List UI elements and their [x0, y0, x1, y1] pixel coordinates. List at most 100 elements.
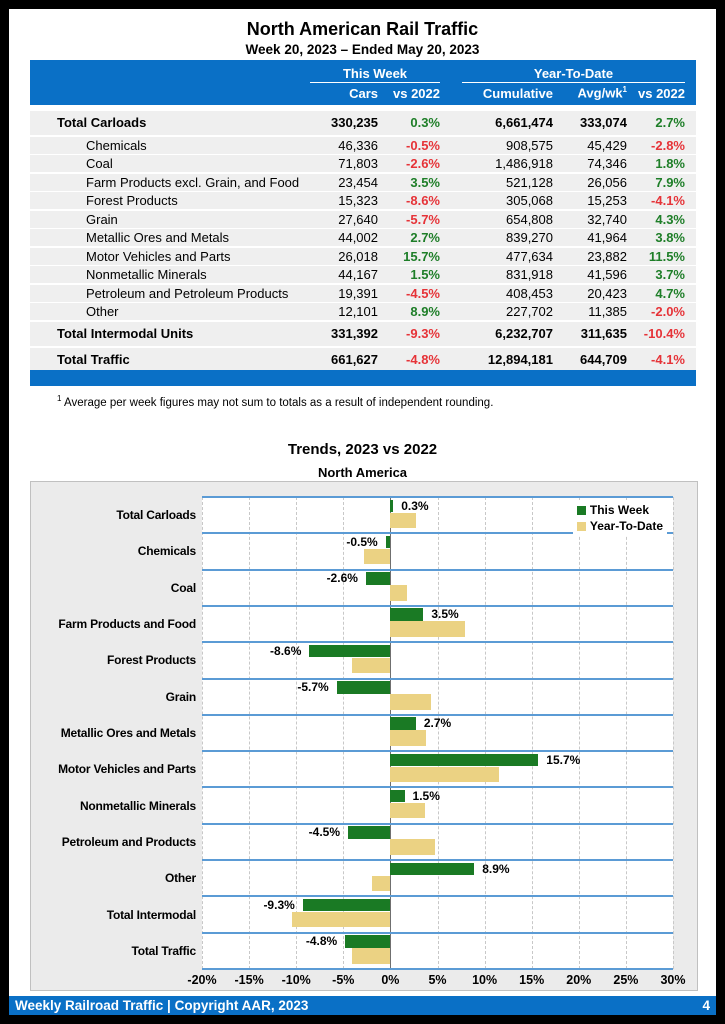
table-group-header-row: This Week Year-To-Date	[30, 60, 696, 83]
gridline	[578, 497, 580, 969]
bar-year-to-date	[371, 875, 391, 892]
row-label: Total Carloads	[57, 115, 147, 130]
x-tick-label: 25%	[613, 973, 639, 987]
bar-year-to-date	[390, 512, 416, 528]
bar-this-week	[348, 826, 391, 839]
footnote: 1 Average per week figures may not sum t…	[57, 394, 686, 409]
row-label: Other	[86, 304, 119, 319]
bar-year-to-date	[390, 802, 426, 819]
bar-this-week	[390, 789, 405, 803]
cell-week-vs-2022: -2.6%	[406, 156, 440, 171]
cell-cars: 12,101	[338, 304, 378, 319]
cell-ytd-vs-2022: 4.7%	[655, 285, 685, 301]
x-tick-label: 5%	[428, 973, 447, 987]
bar-this-week	[390, 753, 539, 767]
column-header-avg-wk: Avg/wk1	[553, 85, 627, 100]
row-separator-line	[202, 968, 673, 970]
bar-this-week	[390, 717, 416, 730]
bar-value-label: 15.7%	[546, 752, 581, 767]
bar-year-to-date	[364, 548, 391, 565]
bar-value-label: -9.3%	[263, 897, 295, 912]
cell-ytd-vs-2022: 7.9%	[655, 174, 685, 190]
table-row: Farm Products excl. Grain, and Food 23,45…	[30, 173, 696, 191]
cell-cars: 19,391	[338, 285, 378, 301]
cell-week-vs-2022: -0.5%	[406, 137, 440, 153]
row-separator-line	[202, 496, 673, 498]
cell-cumulative: 6,661,474	[495, 115, 553, 130]
cell-week-vs-2022: -5.7%	[406, 211, 440, 227]
bar-value-label: -2.6%	[326, 571, 358, 586]
bar-this-week	[385, 535, 391, 549]
row-separator-line	[202, 641, 673, 644]
bar-this-week	[390, 499, 394, 512]
x-tick-label: -5%	[332, 973, 355, 987]
cell-avg-wk: 74,346	[587, 156, 627, 171]
cell-ytd-vs-2022: -2.0%	[651, 304, 685, 319]
page-subtitle: Week 20, 2023 – Ended May 20, 2023	[245, 42, 480, 57]
group-this-week: This Week	[310, 66, 440, 83]
avg-wk-text: Avg/wk	[577, 85, 623, 101]
category-label: Total Traffic	[131, 943, 196, 958]
row-separator-line	[202, 859, 673, 862]
bar-this-week	[302, 898, 391, 912]
cell-avg-wk: 32,740	[587, 211, 627, 227]
cell-cars: 661,627	[331, 352, 378, 367]
column-header-cars: Cars	[349, 85, 378, 101]
row-label: Metallic Ores and Metals	[86, 230, 230, 245]
cell-ytd-vs-2022: -4.1%	[651, 193, 685, 208]
cell-cars: 44,167	[338, 267, 378, 282]
bar-this-week	[336, 681, 391, 694]
trends-chart: This Week Year-To-Date 0.3% -0.5% -2.6% 3.5%…	[30, 481, 698, 991]
bar-value-label: -4.8%	[305, 934, 338, 949]
row-separator-line	[202, 604, 673, 607]
cell-avg-wk: 15,253	[587, 193, 627, 208]
table-row: Other 12,101 8.9% 227,702 11,385 -2.0%	[30, 303, 696, 320]
row-separator-line	[202, 786, 673, 789]
cell-cars: 26,018	[338, 248, 378, 264]
cell-cars: 15,323	[338, 193, 378, 208]
cell-cumulative: 12,894,181	[487, 352, 553, 367]
cell-week-vs-2022: 15.7%	[403, 248, 440, 264]
cell-avg-wk: 41,964	[587, 230, 627, 245]
table-row: Total Carloads 330,235 0.3% 6,661,474 333,07…	[30, 111, 696, 135]
x-tick-label: -15%	[234, 973, 264, 987]
cell-cars: 23,454	[338, 174, 378, 190]
row-label: Farm Products excl. Grain, and Food	[86, 174, 300, 190]
gridline	[202, 497, 203, 969]
cell-cumulative: 227,702	[506, 304, 553, 319]
bar-year-to-date	[390, 766, 499, 783]
cell-ytd-vs-2022: -10.4%	[643, 326, 685, 341]
page-title: North American Rail Traffic	[246, 19, 479, 39]
bar-year-to-date	[390, 730, 427, 746]
footer-bar: Weekly Railroad Traffic | Copyright AAR,…	[9, 996, 716, 1015]
row-separator-line	[202, 677, 673, 680]
x-tick-label: 20%	[566, 973, 592, 987]
bar-value-label: -0.5%	[346, 534, 378, 549]
bar-value-label: -8.6%	[270, 643, 302, 658]
category-label: Nonmetallic Minerals	[79, 798, 196, 813]
table-row: Petroleum and Petroleum Products 19,391 -4…	[30, 284, 696, 302]
table-body: Total Carloads 330,235 0.3% 6,661,474 333,07…	[30, 109, 696, 374]
cell-ytd-vs-2022: 11.5%	[648, 248, 685, 264]
cell-week-vs-2022: -9.3%	[406, 326, 440, 341]
cell-cars: 46,336	[338, 137, 378, 153]
cell-avg-wk: 23,882	[587, 248, 627, 264]
x-tick-label: -20%	[187, 973, 217, 987]
avg-wk-footnote-marker: 1	[622, 85, 627, 95]
bar-year-to-date	[390, 585, 408, 601]
row-separator-line	[202, 895, 673, 898]
row-label: Motor Vehicles and Parts	[86, 248, 231, 264]
cell-avg-wk: 644,709	[580, 352, 627, 367]
row-label: Forest Products	[86, 193, 178, 208]
category-label: Farm Products and Food	[58, 617, 196, 632]
cell-week-vs-2022: 0.3%	[410, 115, 440, 130]
category-label: Total Intermodal	[106, 907, 196, 922]
gridline	[296, 497, 298, 969]
x-tick-label: 10%	[472, 973, 498, 987]
group-year-to-date: Year-To-Date	[462, 66, 685, 83]
row-separator-line	[202, 532, 673, 535]
cell-week-vs-2022: 8.9%	[410, 304, 440, 319]
legend-item: This Week	[576, 502, 663, 518]
cell-ytd-vs-2022: -2.8%	[651, 137, 685, 153]
column-header-cumulative: Cumulative	[482, 85, 553, 101]
